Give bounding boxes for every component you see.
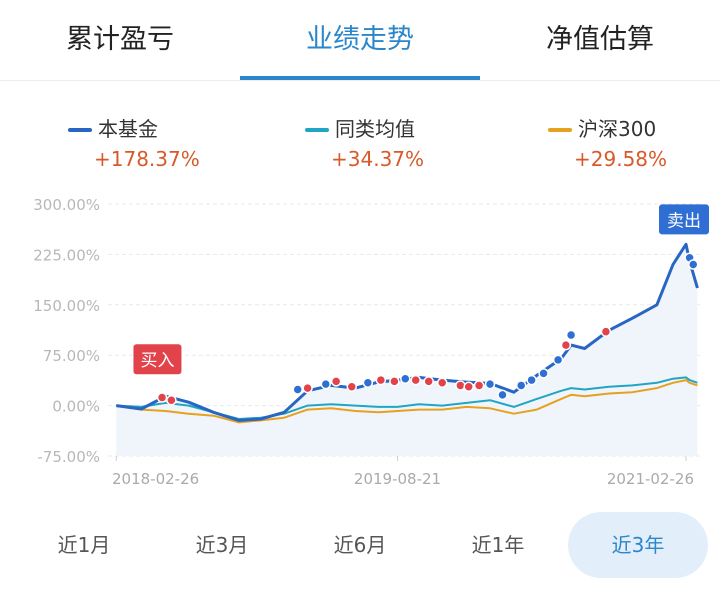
buy-marker xyxy=(687,259,699,270)
csi300-line xyxy=(116,379,698,424)
sell-marker xyxy=(473,380,485,391)
y-tick-label: 300.00% xyxy=(33,196,100,214)
time-range-selector: 近1月 近3月 近6月 近1年 近3年 xyxy=(0,512,720,582)
buy-marker xyxy=(526,374,537,386)
performance-line-chart[interactable]: 300.00% 225.00% 150.00% 75.00% 0.00% -75.00% 2… xyxy=(0,180,720,500)
sell-marker xyxy=(455,380,466,391)
y-tick-label: 225.00% xyxy=(33,246,100,264)
sell-marker xyxy=(436,377,448,389)
fund-area-fill xyxy=(116,244,698,456)
x-tick-label: 2019-08-21 xyxy=(354,470,441,488)
sell-marker xyxy=(156,392,168,403)
buy-marker xyxy=(538,368,549,379)
tab-nav-estimate[interactable]: 净值估算 xyxy=(546,24,654,55)
y-tick-label: 150.00% xyxy=(33,297,100,315)
sell-marker xyxy=(600,326,612,337)
buy-marker xyxy=(484,378,496,390)
sell-marker xyxy=(389,376,400,387)
buy-tag-label: 买入 xyxy=(140,351,174,371)
tab-cumulative-pnl[interactable]: 累计盈亏 xyxy=(66,24,174,55)
tab-bar: 累计盈亏 业绩走势 净值估算 xyxy=(0,0,720,81)
sell-marker xyxy=(560,339,572,351)
y-tick-label: 75.00% xyxy=(43,347,100,365)
sell-marker xyxy=(346,381,358,393)
x-tick-label: 2018-02-26 xyxy=(112,470,199,488)
legend-swatch xyxy=(305,128,329,132)
legend-swatch xyxy=(548,128,572,132)
buy-marker xyxy=(362,377,374,389)
range-1-year[interactable]: 近1年 xyxy=(471,533,525,557)
sell-tag xyxy=(659,204,710,235)
range-6-months[interactable]: 近6月 xyxy=(333,533,387,557)
x-tick-label: 2021-02-26 xyxy=(607,470,694,488)
legend-return: +29.58% xyxy=(574,147,668,171)
y-tick-label: 0.00% xyxy=(52,398,100,416)
legend-return: +34.37% xyxy=(331,147,425,171)
buy-marker xyxy=(565,329,577,341)
legend-name: 本基金 xyxy=(98,117,158,141)
range-3-months[interactable]: 近3月 xyxy=(195,533,249,557)
range-1-month[interactable]: 近1月 xyxy=(57,533,111,557)
buy-marker xyxy=(400,373,411,384)
sell-marker xyxy=(302,382,313,394)
buy-marker xyxy=(292,384,303,395)
legend-return: +178.37% xyxy=(94,147,200,171)
legend-name: 沪深300 xyxy=(578,117,657,141)
legend-name: 同类均值 xyxy=(335,117,415,141)
buy-marker xyxy=(497,389,508,401)
sell-marker xyxy=(375,374,387,386)
sell-marker xyxy=(463,381,474,393)
y-tick-label: -75.00% xyxy=(37,448,100,466)
sell-marker xyxy=(330,376,342,387)
active-tab-underline xyxy=(240,76,480,80)
sell-marker xyxy=(166,394,177,406)
sell-marker xyxy=(423,376,434,387)
tab-performance-trend[interactable]: 业绩走势 xyxy=(306,24,414,55)
buy-marker xyxy=(515,380,527,391)
buy-tag xyxy=(133,344,182,375)
buy-marker xyxy=(320,378,332,390)
sell-tag-label: 卖出 xyxy=(667,211,701,231)
sell-marker xyxy=(410,374,421,386)
legend-swatch xyxy=(68,128,92,132)
buy-marker xyxy=(552,354,564,366)
range-3-years[interactable]: 近3年 xyxy=(568,512,708,578)
